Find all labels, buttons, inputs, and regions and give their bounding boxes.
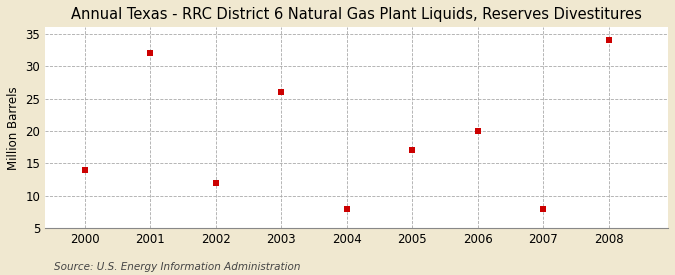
Text: Source: U.S. Energy Information Administration: Source: U.S. Energy Information Administ… [54,262,300,271]
Title: Annual Texas - RRC District 6 Natural Gas Plant Liquids, Reserves Divestitures: Annual Texas - RRC District 6 Natural Ga… [71,7,642,22]
Y-axis label: Million Barrels: Million Barrels [7,86,20,170]
